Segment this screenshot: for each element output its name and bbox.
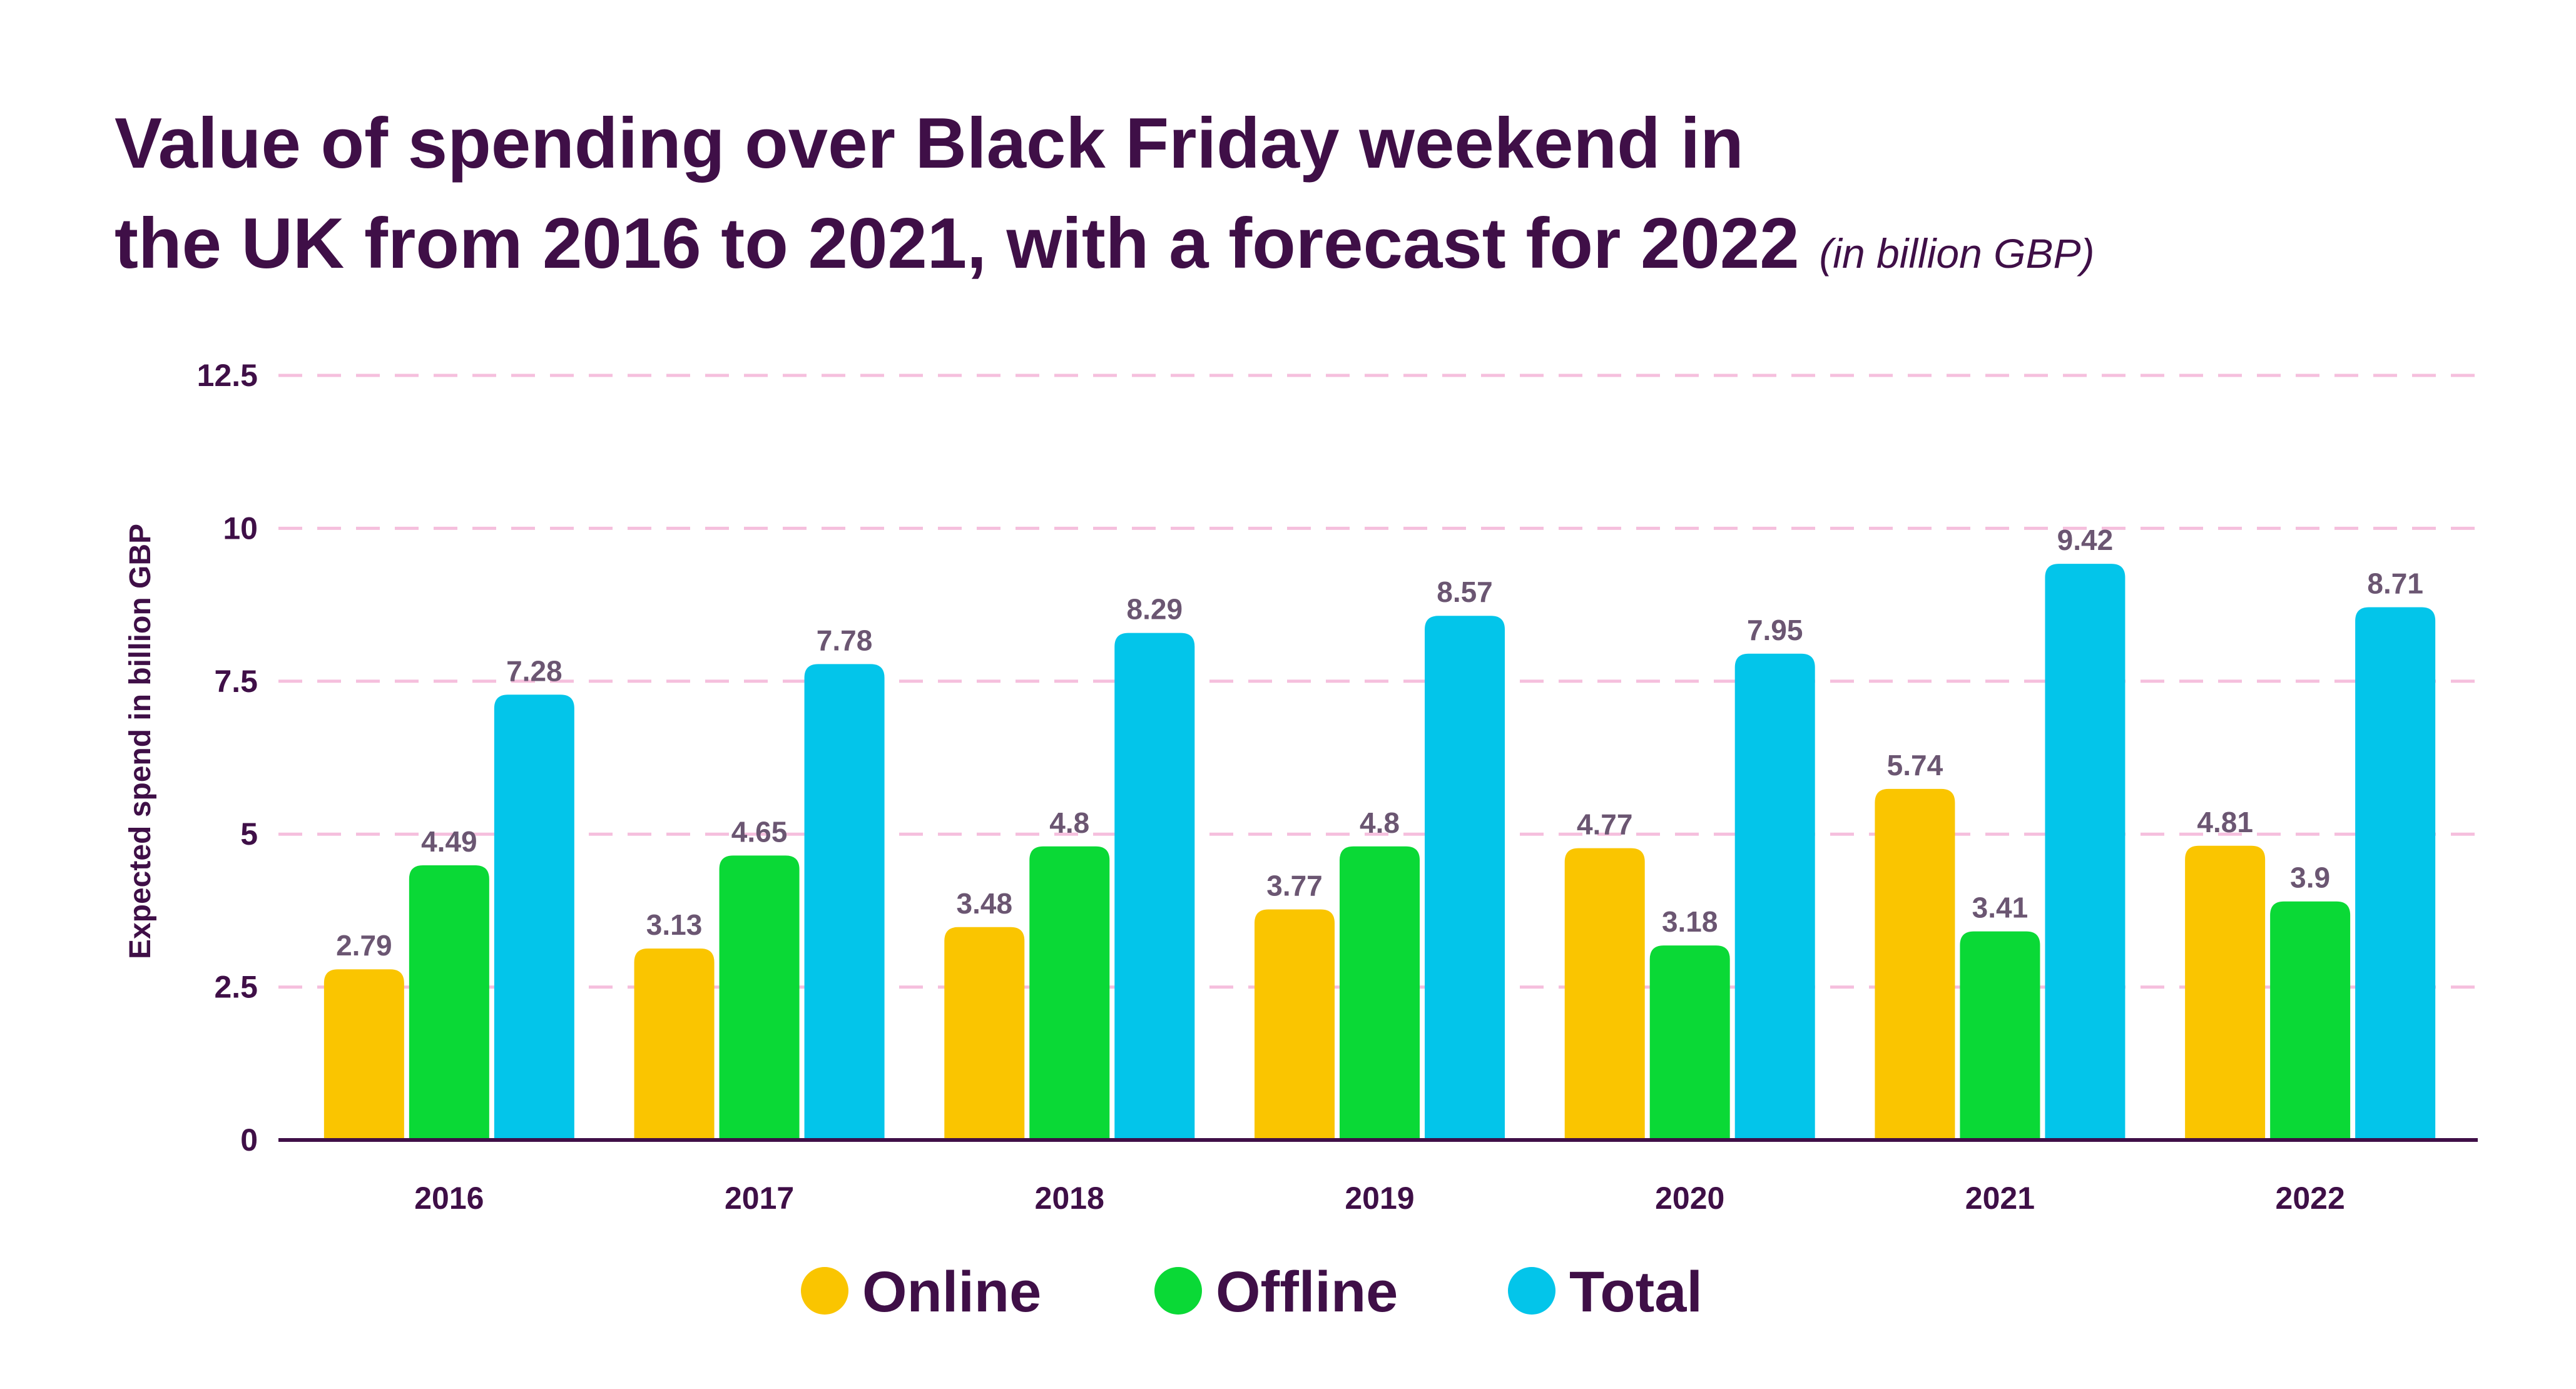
data-label: 7.28 [506, 654, 563, 687]
bar-online-2021 [1875, 788, 1955, 1140]
bar-online-2018 [944, 927, 1025, 1140]
data-label: 3.41 [1972, 892, 2029, 924]
data-label: 3.13 [646, 908, 703, 941]
x-tick-label: 2017 [725, 1181, 794, 1216]
data-label: 5.74 [1887, 749, 1943, 781]
bar-online-2022 [2185, 845, 2266, 1140]
data-label: 3.48 [957, 887, 1013, 920]
x-tick-label: 2019 [1345, 1181, 1414, 1216]
legend-swatch-offline [1154, 1267, 1202, 1315]
bar-offline-2017 [719, 855, 800, 1140]
bar-total-2016 [494, 694, 574, 1140]
legend-label-online: Online [862, 1260, 1041, 1324]
data-label: 4.8 [1360, 806, 1400, 839]
y-tick-label: 7.5 [214, 664, 258, 699]
x-tick-label: 2020 [1655, 1181, 1724, 1216]
x-tick-label: 2018 [1035, 1181, 1104, 1216]
y-tick-label: 12.5 [197, 358, 258, 393]
bar-offline-2020 [1649, 945, 1730, 1140]
title-line-1: Value of spending over Black Friday week… [115, 104, 1744, 183]
data-label: 3.77 [1266, 869, 1323, 902]
chart-title: Value of spending over Black Friday week… [115, 94, 2555, 303]
x-axis-ticks: 2016 2017 2018 2019 2020 2021 2022 [414, 1181, 2345, 1216]
data-label: 8.71 [2367, 567, 2423, 600]
y-axis-ticks: 0 2.5 5 7.5 10 12.5 [197, 358, 258, 1158]
legend-label-offline: Offline [1216, 1260, 1398, 1324]
data-label: 2.79 [336, 929, 392, 962]
bar-total-2019 [1425, 616, 1505, 1140]
data-label: 4.77 [1577, 808, 1633, 841]
chart-subtitle: (in billion GBP) [1819, 230, 2095, 277]
bar-total-2017 [804, 664, 885, 1140]
bar-offline-2018 [1029, 846, 1110, 1140]
x-tick-label: 2021 [1965, 1181, 2035, 1216]
title-line-2: the UK from 2016 to 2021, with a forecas… [115, 194, 2555, 303]
y-tick-label: 10 [223, 511, 258, 546]
bar-total-2018 [1114, 633, 1195, 1140]
bar-online-2016 [323, 969, 404, 1140]
data-label: 7.78 [817, 624, 873, 656]
data-label: 3.9 [2290, 862, 2330, 894]
legend-label-total: Total [1569, 1260, 1703, 1324]
y-axis-label: Expected spend in billion GBP [124, 524, 157, 959]
data-label: 8.57 [1437, 576, 1493, 608]
bar-offline-2021 [1960, 931, 2040, 1140]
bar-offline-2016 [409, 865, 489, 1140]
legend-swatch-total [1508, 1267, 1555, 1315]
data-label: 9.42 [2057, 524, 2114, 556]
data-labels: 2.79 4.49 7.28 3.13 4.65 7.78 3.48 4.8 8.29 3.77 4… [336, 524, 2423, 962]
data-label: 3.18 [1662, 905, 1718, 938]
bar-total-2022 [2355, 607, 2436, 1140]
data-label: 4.65 [731, 815, 788, 848]
legend: Online Offline Total [801, 1260, 1703, 1324]
bar-online-2020 [1564, 848, 1645, 1140]
bars [323, 564, 2436, 1140]
bar-online-2019 [1255, 909, 1335, 1140]
legend-swatch-online [801, 1267, 848, 1315]
y-tick-label: 5 [240, 817, 258, 852]
data-label: 4.49 [421, 825, 477, 858]
data-label: 7.95 [1747, 614, 1803, 646]
title-line-2-text: the UK from 2016 to 2021, with a forecas… [115, 204, 1800, 283]
x-tick-label: 2022 [2276, 1181, 2345, 1216]
data-label: 4.8 [1049, 806, 1089, 839]
x-tick-label: 2016 [414, 1181, 484, 1216]
bar-total-2020 [1734, 653, 1815, 1140]
bar-offline-2022 [2270, 901, 2351, 1140]
data-label: 8.29 [1127, 593, 1183, 626]
y-tick-label: 0 [240, 1122, 258, 1158]
bar-total-2021 [2045, 564, 2125, 1140]
data-label: 4.81 [2197, 806, 2253, 838]
bar-online-2017 [634, 949, 715, 1140]
y-tick-label: 2.5 [214, 970, 258, 1005]
bar-offline-2019 [1340, 846, 1420, 1140]
